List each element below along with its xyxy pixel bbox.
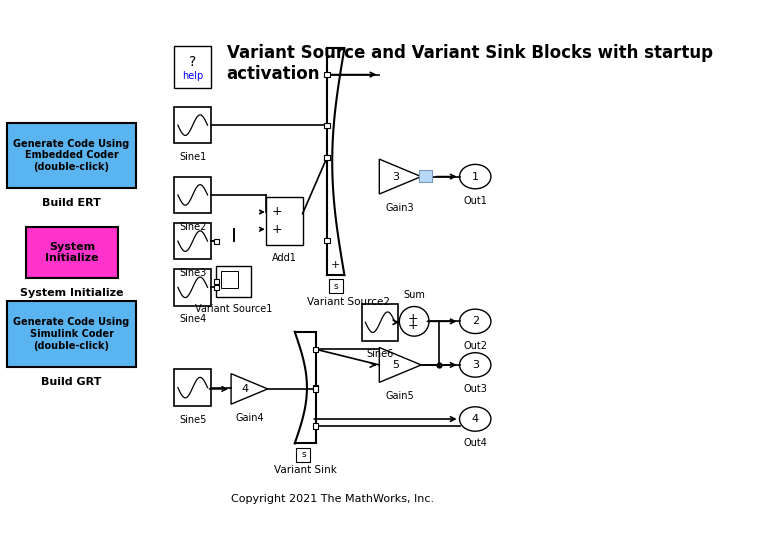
- Text: ?: ?: [189, 55, 197, 68]
- Text: Sine3: Sine3: [179, 268, 207, 278]
- Bar: [213, 285, 219, 290]
- Text: Add1: Add1: [272, 253, 296, 263]
- Polygon shape: [379, 159, 421, 194]
- Bar: [325, 72, 330, 77]
- Text: Build ERT: Build ERT: [42, 198, 101, 209]
- Text: +: +: [271, 205, 282, 219]
- Text: Sine2: Sine2: [179, 222, 207, 232]
- Text: Sine6: Sine6: [367, 349, 394, 359]
- Text: Gain4: Gain4: [235, 413, 264, 423]
- Bar: [213, 279, 219, 284]
- Text: s: s: [301, 450, 306, 459]
- Text: +: +: [407, 312, 418, 325]
- Ellipse shape: [459, 164, 491, 189]
- Text: Out3: Out3: [463, 384, 487, 394]
- Bar: [362, 304, 399, 341]
- Bar: [325, 237, 330, 243]
- Bar: [313, 385, 319, 390]
- Text: Sine4: Sine4: [179, 315, 207, 325]
- Bar: [325, 155, 330, 160]
- Bar: [328, 279, 343, 294]
- Bar: [26, 227, 117, 278]
- Text: Copyright 2021 The MathWorks, Inc.: Copyright 2021 The MathWorks, Inc.: [231, 493, 434, 503]
- Text: Out4: Out4: [463, 438, 487, 448]
- Bar: [325, 123, 330, 128]
- Text: Variant Source2: Variant Source2: [307, 297, 390, 307]
- Text: Variant Sink: Variant Sink: [274, 465, 337, 475]
- Text: Sine5: Sine5: [179, 415, 207, 424]
- Polygon shape: [379, 348, 421, 383]
- Bar: [221, 271, 238, 288]
- Text: 3: 3: [392, 172, 399, 182]
- Bar: [325, 155, 330, 160]
- Text: +: +: [331, 259, 341, 270]
- Bar: [7, 301, 136, 367]
- Ellipse shape: [459, 309, 491, 333]
- Bar: [174, 107, 211, 144]
- Bar: [174, 269, 211, 306]
- Text: +: +: [271, 223, 282, 236]
- Text: Variant Source and Variant Sink Blocks with startup
activation: Variant Source and Variant Sink Blocks w…: [227, 44, 712, 83]
- Bar: [313, 386, 319, 391]
- Bar: [174, 46, 211, 88]
- Ellipse shape: [459, 353, 491, 377]
- Bar: [7, 123, 136, 188]
- Bar: [313, 423, 319, 428]
- Text: Gain5: Gain5: [386, 391, 415, 401]
- Bar: [216, 267, 251, 297]
- Text: 4: 4: [242, 384, 248, 394]
- Text: Generate Code Using
Embedded Coder
(double-click): Generate Code Using Embedded Coder (doub…: [14, 139, 130, 172]
- Ellipse shape: [459, 407, 491, 431]
- Polygon shape: [231, 374, 267, 404]
- Circle shape: [399, 306, 429, 336]
- Text: 2: 2: [472, 316, 479, 326]
- Text: 4: 4: [472, 414, 479, 424]
- Text: System Initialize: System Initialize: [20, 288, 123, 298]
- Text: Generate Code Using
Simulink Coder
(double-click): Generate Code Using Simulink Coder (doub…: [14, 317, 130, 351]
- Text: 3: 3: [472, 360, 479, 370]
- Bar: [174, 369, 211, 406]
- Text: Variant Source1: Variant Source1: [195, 304, 272, 314]
- Bar: [174, 177, 211, 213]
- Text: Sum: Sum: [403, 290, 425, 300]
- Bar: [313, 347, 319, 352]
- Text: Out2: Out2: [463, 341, 487, 351]
- Bar: [419, 169, 431, 182]
- Text: Sine1: Sine1: [179, 152, 207, 162]
- Bar: [213, 238, 219, 244]
- Text: s: s: [334, 282, 338, 291]
- Bar: [296, 448, 310, 461]
- Text: Build GRT: Build GRT: [41, 377, 101, 387]
- Text: +: +: [407, 319, 418, 332]
- Text: Gain3: Gain3: [386, 203, 415, 213]
- Text: Out1: Out1: [463, 196, 487, 206]
- Bar: [174, 223, 211, 259]
- Text: 1: 1: [472, 172, 479, 182]
- Text: help: help: [182, 71, 203, 81]
- Text: 5: 5: [392, 360, 399, 370]
- Text: System
Initialize: System Initialize: [45, 242, 99, 263]
- Bar: [266, 197, 303, 245]
